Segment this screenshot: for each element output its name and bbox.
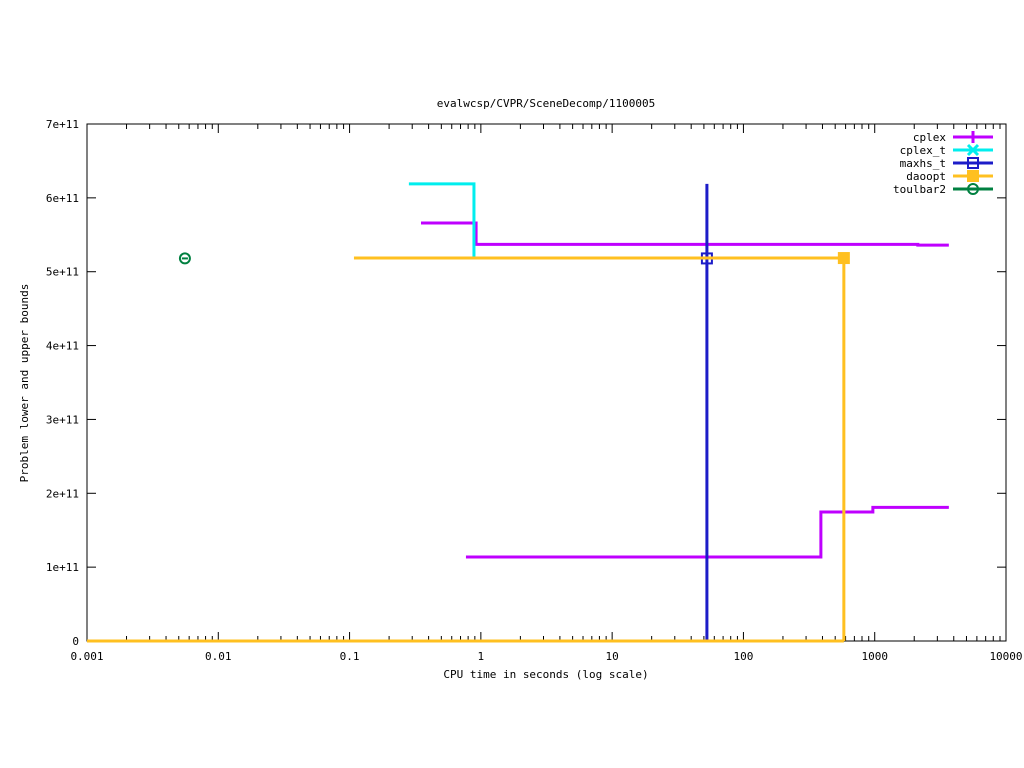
data-point-toulbar2 <box>178 252 191 265</box>
series-cplex <box>420 221 949 559</box>
series-maxhs_t <box>700 183 713 641</box>
legend-marker-cplex <box>967 131 979 143</box>
legend-marker-toulbar2 <box>967 183 979 195</box>
series-line-cplex_t <box>408 182 476 259</box>
chart-title: evalwcsp/CVPR/SceneDecomp/1100005 <box>437 97 656 110</box>
legend-label: cplex <box>913 131 946 144</box>
y-tick-label: 5e+11 <box>46 266 79 279</box>
x-tick-label: 10 <box>606 650 619 663</box>
y-axis-label: Problem lower and upper bounds <box>18 284 31 483</box>
legend-marker-cplex_t <box>966 143 980 157</box>
x-tick-label: 0.1 <box>340 650 360 663</box>
x-tick-label: 0.001 <box>70 650 103 663</box>
series-toulbar2 <box>178 252 191 265</box>
y-tick-label: 3e+11 <box>46 413 79 426</box>
series-daoopt <box>87 252 850 643</box>
x-tick-label: 10000 <box>989 650 1022 663</box>
y-tick-label: 7e+11 <box>46 118 79 131</box>
x-tick-label: 100 <box>733 650 753 663</box>
y-tick-label: 4e+11 <box>46 340 79 353</box>
y-tick-label: 0 <box>72 635 79 648</box>
y-tick-label: 2e+11 <box>46 487 79 500</box>
series-line-cplex <box>420 221 949 247</box>
series-line-cplex <box>465 505 949 559</box>
legend-label: cplex_t <box>900 144 946 157</box>
legend-marker-maxhs_t <box>967 157 979 169</box>
y-tick-label: 6e+11 <box>46 192 79 205</box>
legend-marker-daoopt <box>967 170 979 182</box>
series-cplex_t <box>408 182 476 259</box>
legend-label: maxhs_t <box>900 157 946 170</box>
x-tick-label: 1 <box>478 650 485 663</box>
x-tick-label: 0.01 <box>205 650 232 663</box>
x-axis-label: CPU time in seconds (log scale) <box>443 668 648 681</box>
plot-frame <box>86 123 1007 642</box>
series-line-daoopt <box>353 256 846 641</box>
y-tick-label: 1e+11 <box>46 561 79 574</box>
x-tick-label: 1000 <box>861 650 888 663</box>
data-point-daoopt <box>837 252 850 265</box>
legend-label: toulbar2 <box>893 183 946 196</box>
legend-label: daoopt <box>906 170 946 183</box>
